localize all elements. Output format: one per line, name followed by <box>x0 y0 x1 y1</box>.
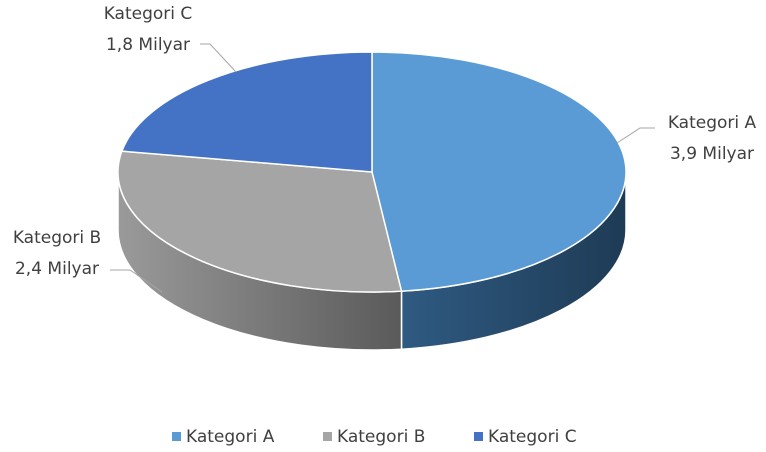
legend-label: Kategori B <box>337 427 425 447</box>
legend-swatch <box>474 432 483 441</box>
data-label: 2,4 Milyar <box>15 259 99 279</box>
data-label-name: Kategori C <box>104 4 193 24</box>
legend-swatch <box>323 432 332 441</box>
legend-label: Kategori A <box>186 427 275 447</box>
leader-line <box>110 269 163 293</box>
slice <box>371 51 627 292</box>
leader-line <box>616 127 655 144</box>
slice <box>120 51 373 173</box>
slice <box>117 150 403 293</box>
data-label: 3,9 Milyar <box>670 144 754 164</box>
leader-line <box>200 43 237 73</box>
data-label-name: Kategori B <box>13 228 101 248</box>
data-label: 1,8 Milyar <box>106 35 190 55</box>
data-label-name: Kategori A <box>668 113 757 133</box>
legend-swatch <box>172 432 181 441</box>
legend-label: Kategori C <box>488 427 577 447</box>
